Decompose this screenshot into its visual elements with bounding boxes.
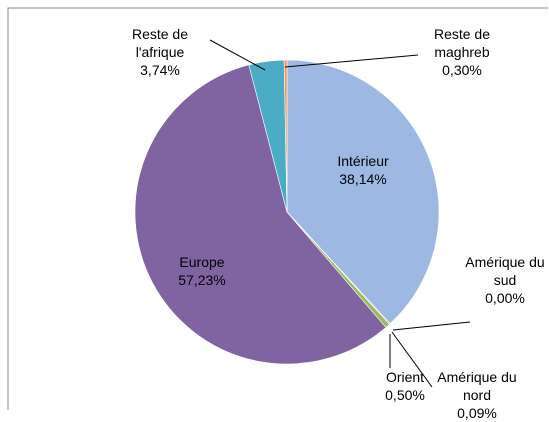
category-label: Intérieur <box>337 153 389 169</box>
pie <box>134 59 440 365</box>
value-label: 3,74% <box>140 62 180 78</box>
value-label: 57,23% <box>178 272 226 288</box>
value-label: 0,50% <box>385 387 425 403</box>
slice-label: Orient 0,50% <box>363 368 447 404</box>
slice-label: Intérieur 38,14% <box>321 152 405 188</box>
slice-label: Amérique du sud 0,00% <box>463 253 547 307</box>
category-label: Reste de l'afrique <box>131 26 189 60</box>
leader-line <box>284 54 419 68</box>
slice-label: Europe 57,23% <box>160 253 244 289</box>
category-label: Reste de maghreb <box>433 26 491 60</box>
leader-line <box>209 39 266 71</box>
slice-label: Reste de maghreb 0,30% <box>420 25 504 79</box>
category-label: Orient <box>385 369 425 385</box>
chart-border <box>7 7 548 410</box>
category-label: Europe <box>179 254 225 270</box>
leader-line <box>391 331 433 388</box>
value-label: 0,30% <box>442 62 482 78</box>
pie-slice <box>283 59 288 213</box>
slice-label: Reste de l'afrique 3,74% <box>118 25 202 79</box>
category-label: Amérique du nord <box>437 369 517 403</box>
slice-label: Amérique du nord 0,09% <box>435 368 519 422</box>
leader-line <box>392 321 471 331</box>
pie-slice <box>286 59 440 325</box>
category-label: Amérique du sud <box>465 254 545 288</box>
value-label: 0,00% <box>485 290 525 306</box>
value-label: 38,14% <box>339 171 387 187</box>
value-label: 0,09% <box>457 405 497 421</box>
pie-slice <box>134 64 387 365</box>
leader-lines <box>209 39 471 388</box>
